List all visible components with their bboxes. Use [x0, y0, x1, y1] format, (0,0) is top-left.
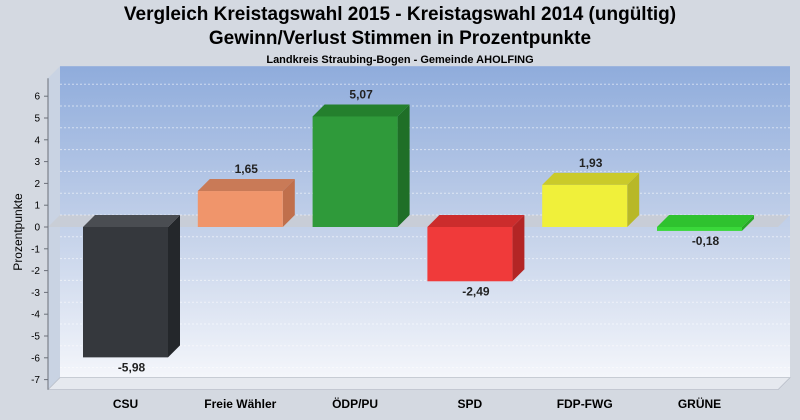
bar-side	[627, 172, 640, 227]
bar-front	[83, 227, 168, 358]
bar-spd	[427, 215, 525, 282]
bar-side	[282, 179, 295, 227]
y-tick-label: 3	[34, 157, 40, 168]
value-label: -5,98	[118, 360, 146, 374]
chart-title: Vergleich Kreistagswahl 2015 - Kreistags…	[123, 4, 677, 25]
bar-front	[197, 191, 283, 227]
bar-front	[657, 227, 742, 231]
bar-side	[397, 104, 410, 227]
bar-csu	[83, 215, 180, 358]
chart-subtitle: Gewinn/Verlust Stimmen in Prozentpunkte	[208, 28, 592, 49]
value-label: 1,65	[235, 162, 259, 176]
gridlines	[60, 83, 790, 369]
bar-side	[168, 215, 180, 358]
bar-grüne	[657, 215, 754, 231]
bar-top	[427, 215, 525, 227]
plot-floor	[47, 377, 791, 391]
value-labels: -5,98 1,65 5,07 -2,49 1,93 -0,18	[118, 87, 720, 374]
y-axis: 6 5 4 3 2 1 0 -1 -2 -3 -4 -5 -6 -7	[31, 78, 49, 390]
y-tick-label: -4	[31, 310, 40, 321]
bar-front	[312, 116, 398, 227]
y-tick-label: 0	[34, 223, 40, 234]
y-tick-label: 6	[34, 92, 40, 103]
y-tick-label: -2	[31, 266, 40, 277]
bar-fdp-fwg	[542, 172, 640, 227]
category-label: GRÜNE	[678, 396, 721, 411]
bar-ödp-pu	[312, 104, 410, 227]
value-label: 5,07	[349, 87, 373, 101]
value-label: 1,93	[579, 156, 603, 170]
category-label: FDP-FWG	[557, 397, 613, 411]
bar-freie-wähler	[197, 179, 295, 227]
value-label: -0,18	[692, 234, 720, 248]
y-tick-label: -6	[31, 353, 40, 364]
plot-left-wall	[48, 66, 60, 390]
bar-top	[83, 215, 180, 227]
bar-top	[312, 104, 410, 117]
bar-top	[542, 172, 640, 185]
category-label: Freie Wähler	[204, 397, 276, 411]
bars	[83, 104, 754, 358]
y-axis-label: Prozentpunkte	[11, 193, 25, 271]
category-labels: CSU Freie Wähler ÖDP/PU SPD FDP-FWG GRÜNE	[113, 396, 721, 411]
category-label: ÖDP/PU	[332, 396, 378, 411]
value-label: -2,49	[462, 284, 490, 298]
y-tick-label: -7	[31, 375, 40, 386]
bar-side	[512, 215, 525, 282]
category-label: CSU	[113, 397, 138, 411]
y-tick-label: -1	[31, 244, 40, 255]
bar-side	[742, 215, 754, 231]
bar-front	[427, 227, 513, 282]
bar-top	[657, 215, 754, 227]
bar-top	[197, 179, 295, 192]
y-tick-label: -3	[31, 288, 40, 299]
category-label: SPD	[458, 397, 483, 411]
chart-caption: Landkreis Straubing-Bogen - Gemeinde AHO…	[266, 54, 534, 66]
y-tick-label: 1	[34, 201, 40, 212]
y-tick-label: 5	[34, 114, 40, 125]
y-tick-label: -5	[31, 332, 40, 343]
y-tick-label: 4	[34, 135, 40, 146]
y-tick-label: 2	[34, 179, 40, 190]
bar-front	[542, 184, 628, 227]
